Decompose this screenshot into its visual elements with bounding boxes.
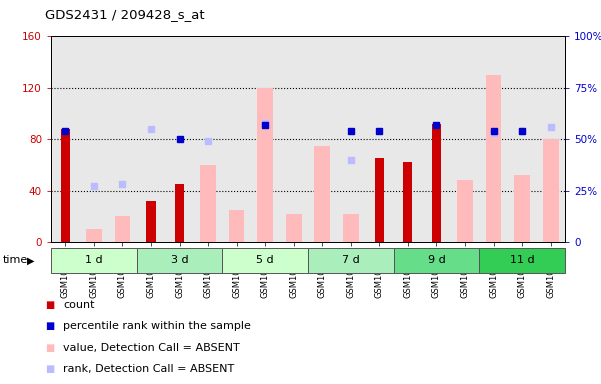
Bar: [165, 36, 194, 242]
Text: ▶: ▶: [27, 255, 34, 265]
Bar: [479, 248, 565, 273]
Bar: [314, 146, 330, 242]
Bar: [222, 248, 308, 273]
Text: 1 d: 1 d: [85, 255, 103, 265]
Bar: [79, 36, 108, 242]
Bar: [508, 36, 536, 242]
Text: ■: ■: [45, 364, 54, 374]
Bar: [536, 36, 565, 242]
Bar: [286, 214, 302, 242]
Bar: [51, 248, 136, 273]
Text: ■: ■: [45, 343, 54, 353]
Bar: [394, 248, 479, 273]
Bar: [251, 36, 279, 242]
Bar: [308, 248, 394, 273]
Bar: [200, 165, 216, 242]
Bar: [432, 124, 441, 242]
Text: 3 d: 3 d: [171, 255, 188, 265]
Text: ■: ■: [45, 321, 54, 331]
Text: time: time: [3, 255, 28, 265]
Bar: [147, 201, 156, 242]
Text: count: count: [63, 300, 94, 310]
Bar: [229, 210, 245, 242]
Bar: [222, 36, 251, 242]
Bar: [486, 75, 501, 242]
Text: 7 d: 7 d: [342, 255, 360, 265]
Bar: [136, 36, 165, 242]
Bar: [543, 139, 558, 242]
Text: 9 d: 9 d: [427, 255, 445, 265]
Bar: [51, 36, 79, 242]
Text: 11 d: 11 d: [510, 255, 534, 265]
Bar: [337, 36, 365, 242]
Bar: [175, 184, 184, 242]
Bar: [394, 36, 422, 242]
Text: rank, Detection Call = ABSENT: rank, Detection Call = ABSENT: [63, 364, 234, 374]
Bar: [457, 180, 473, 242]
Text: percentile rank within the sample: percentile rank within the sample: [63, 321, 251, 331]
Bar: [451, 36, 479, 242]
Bar: [343, 214, 359, 242]
Bar: [61, 129, 70, 242]
Bar: [194, 36, 222, 242]
Bar: [279, 36, 308, 242]
Bar: [422, 36, 451, 242]
Bar: [365, 36, 394, 242]
Text: 5 d: 5 d: [257, 255, 274, 265]
Bar: [308, 36, 337, 242]
Bar: [136, 248, 222, 273]
Bar: [403, 162, 412, 242]
Bar: [479, 36, 508, 242]
Text: value, Detection Call = ABSENT: value, Detection Call = ABSENT: [63, 343, 240, 353]
Bar: [257, 88, 273, 242]
Bar: [514, 175, 530, 242]
Text: GDS2431 / 209428_s_at: GDS2431 / 209428_s_at: [45, 8, 205, 21]
Bar: [115, 216, 130, 242]
Text: ■: ■: [45, 300, 54, 310]
Bar: [86, 229, 102, 242]
Bar: [375, 159, 384, 242]
Bar: [108, 36, 136, 242]
